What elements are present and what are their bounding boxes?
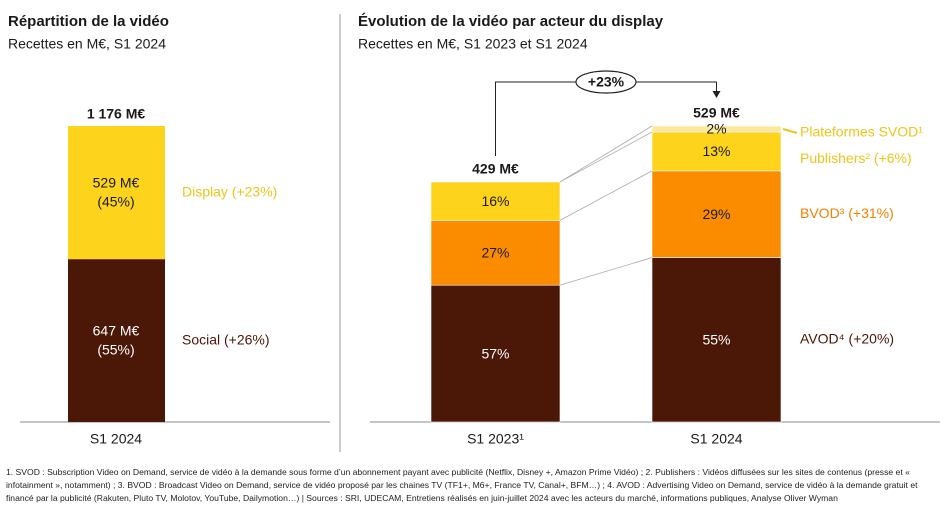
footnotes: 1. SVOD : Subscription Video on Demand, …	[6, 467, 918, 503]
share-label: (45%)	[97, 193, 134, 209]
x-tick-label: S1 2024	[690, 431, 742, 447]
legend-label: BVOD³ (+31%)	[800, 205, 894, 221]
value-label: 647 M€	[93, 322, 140, 338]
value-label: 16%	[481, 193, 509, 209]
value-label: 29%	[702, 206, 730, 222]
legend-label: Plateformes SVOD¹	[800, 124, 923, 140]
legend-leader	[782, 128, 798, 134]
value-label: 27%	[481, 244, 509, 260]
bar-segment	[68, 259, 165, 422]
bar-segment	[430, 220, 561, 286]
x-tick-label: S1 2023¹	[467, 431, 524, 447]
annotation: +23%	[588, 74, 625, 90]
connector	[559, 125, 653, 183]
chart-title: Évolution de la vidéo par acteur du disp…	[358, 13, 664, 30]
bar-segment	[430, 181, 561, 221]
total-label: 429 M€	[472, 161, 519, 177]
arrow-head	[712, 91, 721, 98]
value-label: 13%	[702, 143, 730, 159]
bar-segment	[651, 131, 782, 172]
legend-label: Display (+23%)	[182, 183, 277, 199]
chart-title: Répartition de la vidéo	[8, 13, 169, 30]
legend-label: Social (+26%)	[182, 331, 270, 347]
value-label: 2%	[706, 121, 726, 137]
total-label: 1 176 M€	[87, 106, 146, 122]
bar-segment	[651, 125, 782, 133]
value-label: 529 M€	[93, 174, 140, 190]
x-tick-label: S1 2024	[90, 431, 142, 447]
share-label: (55%)	[97, 341, 134, 357]
connector	[559, 170, 653, 221]
bar-segment	[651, 257, 782, 423]
value-label: 57%	[481, 345, 509, 361]
legend-label: Publishers² (+6%)	[800, 150, 912, 166]
total-label: 529 M€	[693, 105, 740, 121]
chart-subtitle: Recettes en M€, S1 2023 et S1 2024	[358, 36, 588, 52]
chart: Répartition de la vidéo Recettes en M€, S…	[8, 13, 940, 452]
bar-segment	[430, 284, 561, 423]
annotation-box	[575, 70, 637, 94]
bar-segment	[651, 170, 782, 258]
chart-subtitle: Recettes en M€, S1 2024	[8, 36, 166, 52]
connector	[559, 131, 653, 183]
connector	[559, 257, 653, 286]
legend-label: AVOD⁴ (+20%)	[800, 330, 894, 346]
bar-segment	[68, 126, 165, 260]
value-label: 55%	[702, 331, 730, 347]
